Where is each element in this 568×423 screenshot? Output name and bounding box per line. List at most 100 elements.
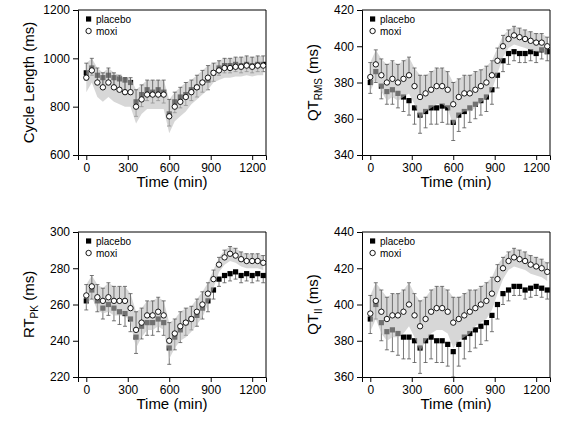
- y-tick-mark: [73, 10, 78, 11]
- data-point: [401, 309, 406, 314]
- y-axis-title-part: (ms): [20, 271, 37, 305]
- error-cap: [396, 107, 400, 108]
- x-tick-mark: [128, 377, 129, 382]
- error-cap: [374, 82, 378, 83]
- y-tick-label: 360: [334, 112, 354, 126]
- panel: 03006009001200360380400420440Time (min)Q…: [304, 225, 551, 412]
- data-point: [434, 105, 439, 110]
- data-point: [222, 273, 227, 278]
- data-point: [222, 65, 227, 70]
- x-tick: 900: [201, 155, 221, 175]
- y-tick: 380: [334, 76, 362, 90]
- data-point: [261, 273, 266, 278]
- data-point: [227, 271, 232, 276]
- x-tick: 0: [367, 155, 374, 175]
- data-point: [261, 260, 266, 265]
- y-axis: 340360380400420: [334, 3, 363, 162]
- error-cap: [134, 89, 138, 90]
- data-point: [244, 63, 249, 68]
- x-tick-mark: [211, 155, 212, 160]
- y-tick-label: 1000: [43, 52, 70, 66]
- data-point: [545, 269, 550, 274]
- data-point: [511, 49, 516, 54]
- error-cap: [206, 282, 210, 283]
- data-point: [523, 287, 528, 292]
- data-point: [439, 83, 444, 88]
- data-point: [106, 80, 111, 85]
- y-tick-label: 300: [50, 225, 70, 239]
- data-point: [451, 102, 456, 107]
- error-cap: [211, 299, 215, 300]
- y-tick-mark: [357, 155, 362, 156]
- data-point: [522, 36, 527, 41]
- data-point: [89, 68, 94, 73]
- data-point: [517, 34, 522, 39]
- x-tick-mark: [495, 377, 496, 382]
- legend-marker: [370, 238, 375, 243]
- data-point: [150, 92, 155, 97]
- error-cap: [407, 358, 411, 359]
- y-tick: 300: [50, 225, 78, 239]
- data-point: [417, 94, 422, 99]
- plot-frame: [362, 10, 550, 155]
- plot-frame: [362, 232, 550, 377]
- x-axis-line: [79, 378, 267, 383]
- x-axis: 03006009001200: [79, 377, 267, 397]
- error-cap: [250, 282, 254, 283]
- error-cap: [518, 62, 522, 63]
- error-cap: [173, 319, 177, 320]
- legend-entry: placebo: [370, 14, 415, 25]
- data-point: [95, 80, 100, 85]
- data-point: [100, 85, 105, 90]
- error-cap: [206, 311, 210, 312]
- data-point: [489, 291, 494, 296]
- error-cap: [413, 293, 417, 294]
- error-cap: [484, 340, 488, 341]
- error-cap: [374, 282, 378, 283]
- data-point: [478, 83, 483, 88]
- error-cap: [407, 57, 411, 58]
- y-tick-label: 220: [50, 370, 70, 384]
- error-bar: [453, 83, 454, 105]
- error-cap: [440, 68, 444, 69]
- error-cap: [156, 297, 160, 298]
- data-point: [183, 320, 188, 325]
- error-cap: [435, 124, 439, 125]
- error-bar: [381, 290, 382, 312]
- data-point: [216, 68, 221, 73]
- x-tick: 600: [444, 377, 464, 397]
- error-cap: [534, 33, 538, 34]
- x-tick-mark: [370, 377, 371, 382]
- error-cap: [446, 366, 450, 367]
- x-tick: 600: [444, 155, 464, 175]
- y-tick: 400: [334, 40, 362, 54]
- x-tick: 0: [83, 377, 90, 397]
- error-cap: [523, 62, 527, 63]
- error-cap: [418, 75, 422, 76]
- error-cap: [534, 257, 538, 258]
- error-cap: [123, 286, 127, 287]
- data-point: [167, 114, 172, 119]
- data-point: [155, 92, 160, 97]
- error-cap: [507, 300, 511, 301]
- error-cap: [396, 293, 400, 294]
- y-axis: 220240260280300: [50, 225, 79, 384]
- error-bar: [464, 294, 465, 316]
- data-point: [506, 36, 511, 41]
- error-cap: [435, 286, 439, 287]
- y-tick-label: 400: [334, 298, 354, 312]
- error-cap: [385, 64, 389, 65]
- error-cap: [540, 33, 544, 34]
- legend-entry: moxi: [370, 248, 401, 259]
- error-cap: [512, 26, 516, 27]
- error-cap: [390, 293, 394, 294]
- x-tick: 1200: [239, 377, 266, 397]
- error-cap: [429, 71, 433, 72]
- x-tick-label: 1200: [239, 383, 266, 397]
- legend-marker: [370, 250, 375, 255]
- error-bar: [447, 344, 448, 366]
- data-point: [161, 313, 166, 318]
- legend-marker: [86, 238, 91, 243]
- error-cap: [195, 299, 199, 300]
- x-tick: 0: [83, 155, 90, 175]
